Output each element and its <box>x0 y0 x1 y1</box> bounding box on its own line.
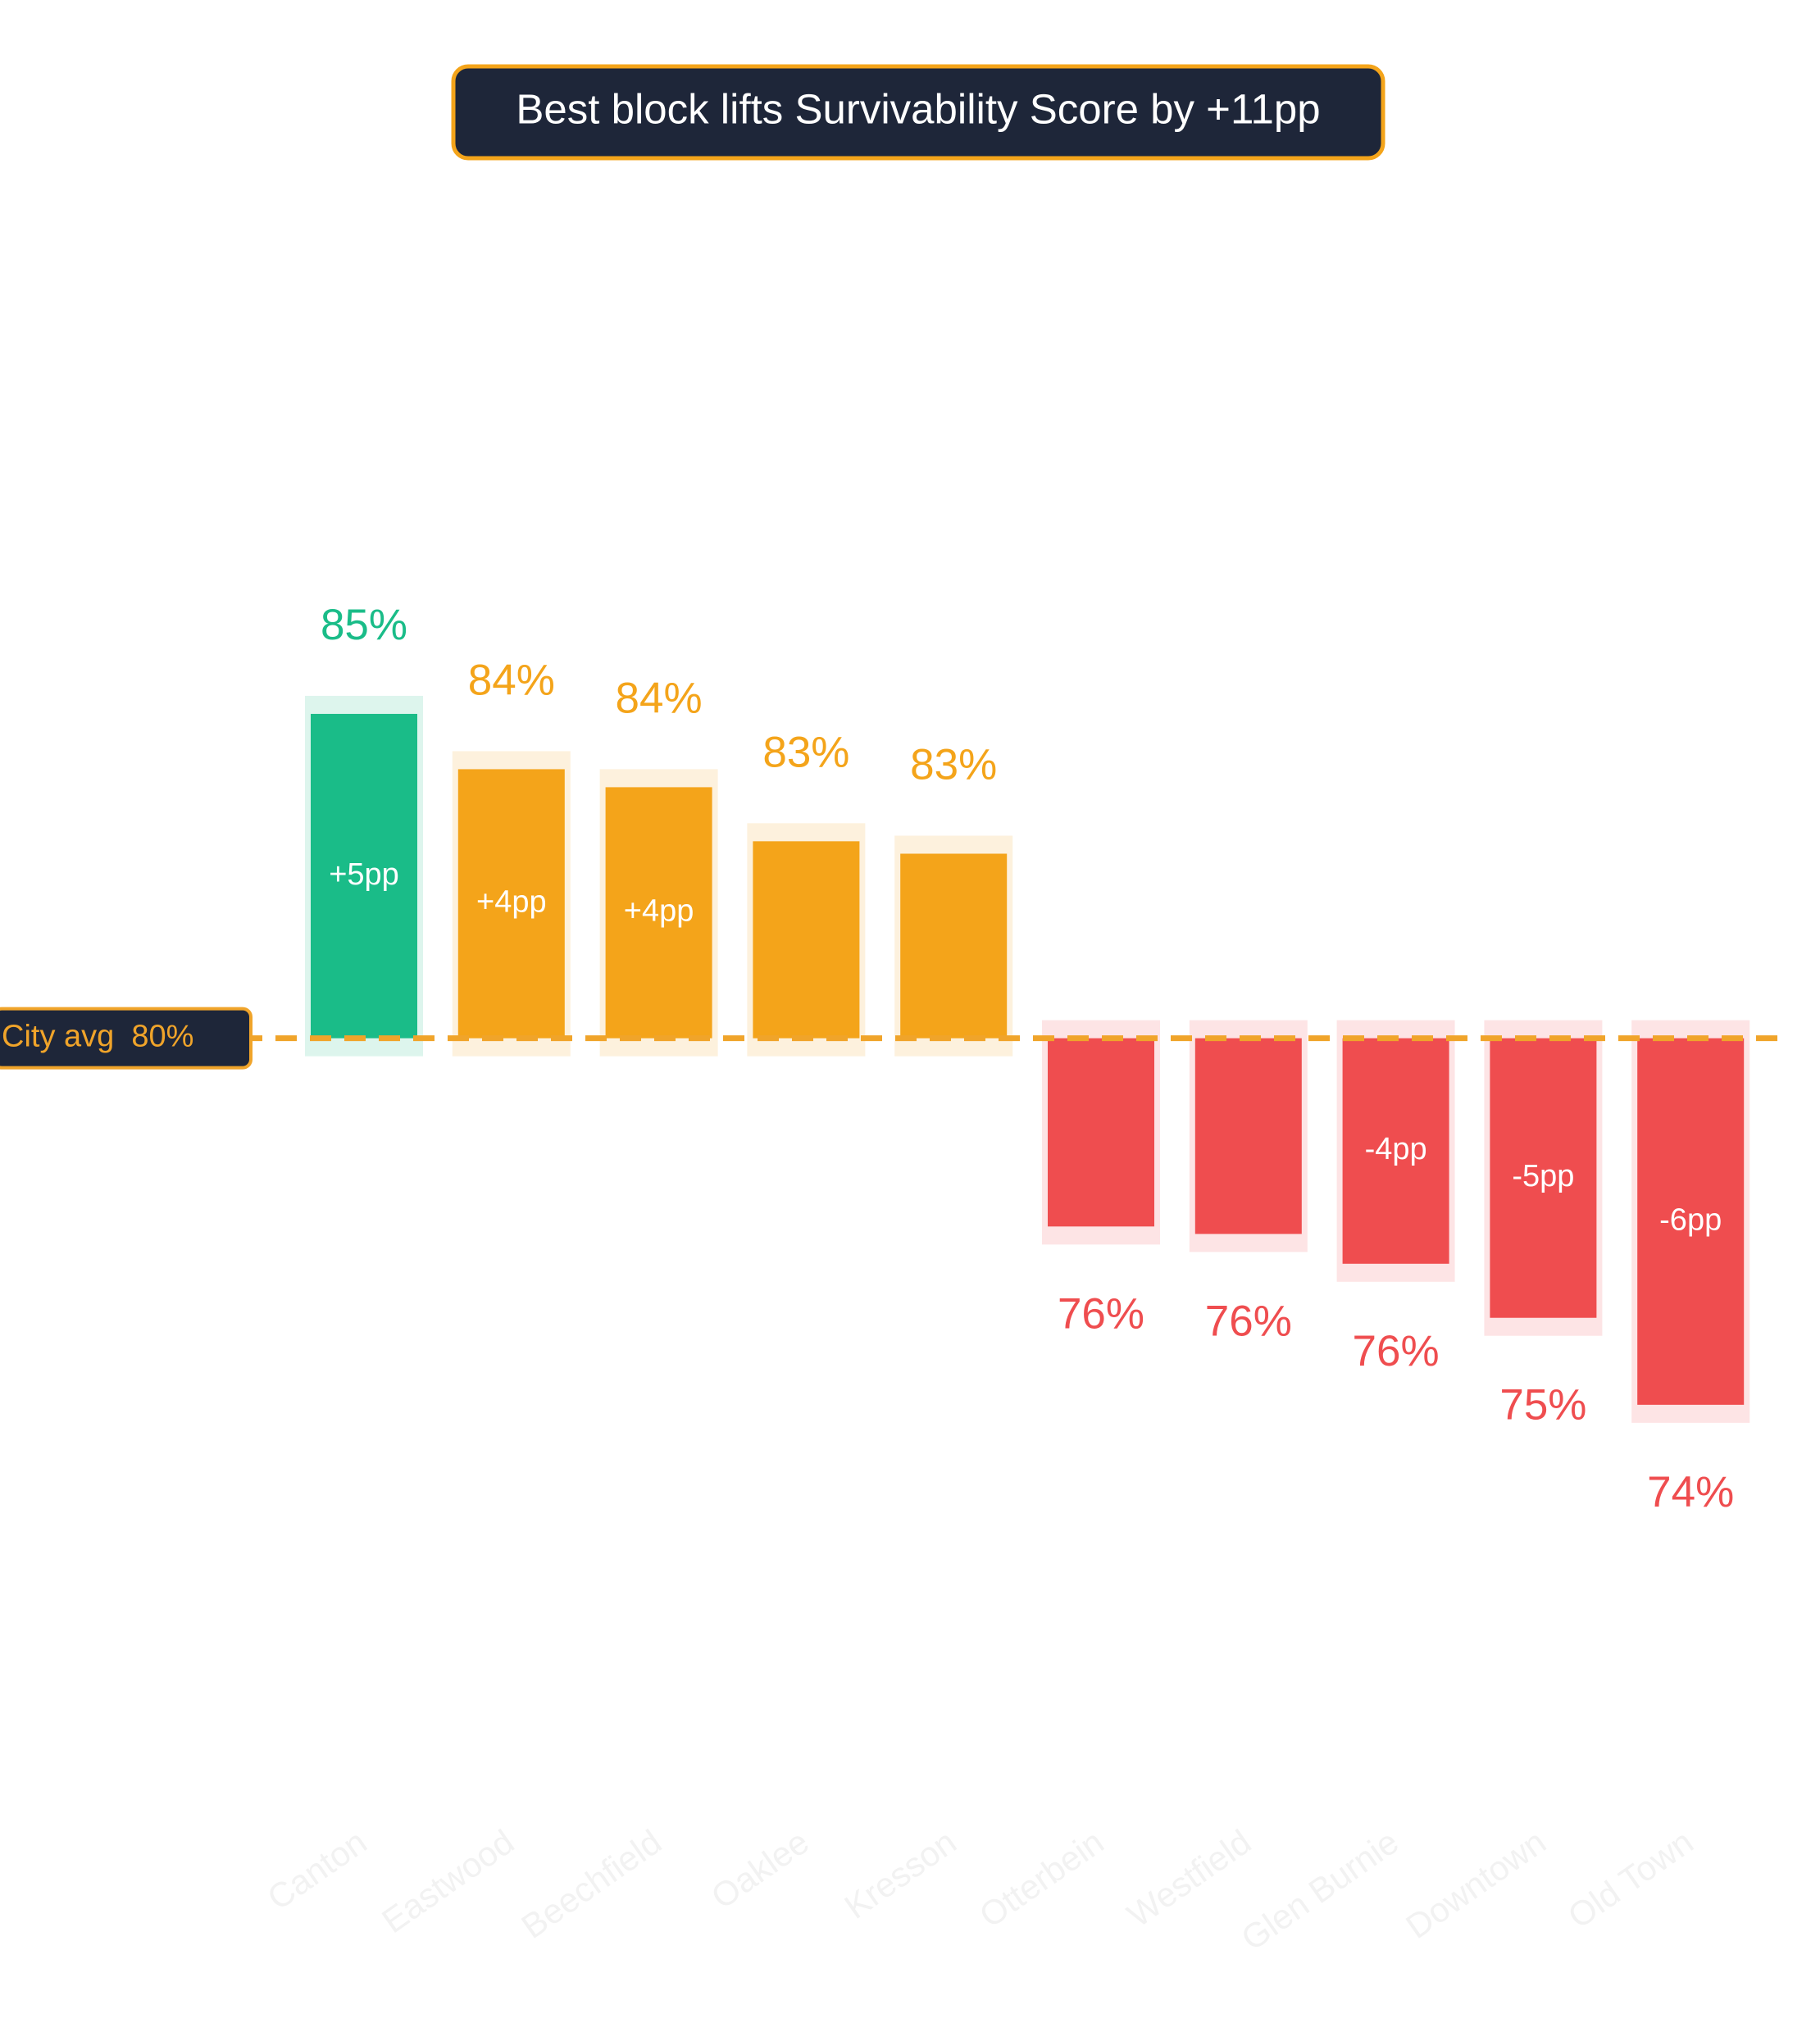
reference-label: City avg 80% <box>2 1020 193 1054</box>
x-tick-label: Kresson <box>838 1822 963 1926</box>
title-box <box>451 64 1385 161</box>
chart-title: Best block lifts Survivability Score by … <box>516 85 1320 132</box>
value-label: 74% <box>1647 1468 1734 1516</box>
x-tick-label: Old Town <box>1561 1822 1700 1935</box>
delta-label: +4pp <box>476 885 547 920</box>
delta-label: +5pp <box>329 857 399 892</box>
bar <box>311 713 417 1039</box>
x-tick-label: Canton <box>261 1822 374 1917</box>
x-tick-label: Glen Burnie <box>1234 1822 1405 1958</box>
bar <box>605 787 712 1039</box>
value-label: 83% <box>910 741 997 789</box>
value-label: 75% <box>1499 1381 1586 1430</box>
bar <box>457 769 565 1039</box>
value-label: 84% <box>468 656 555 704</box>
bar <box>900 853 1008 1039</box>
value-label: 83% <box>762 728 849 776</box>
x-tick-label: Westfield <box>1120 1822 1258 1934</box>
delta-label: -6pp <box>1659 1202 1722 1237</box>
delta-label: -4pp <box>1365 1132 1427 1166</box>
x-tick-label: Eastwood <box>375 1822 521 1940</box>
delta-label: +4pp <box>624 894 694 929</box>
x-tick-label: Downtown <box>1399 1822 1553 1946</box>
value-label: 85% <box>321 601 407 649</box>
value-label: 84% <box>616 674 703 722</box>
delta-label: -5pp <box>1512 1159 1574 1193</box>
bar <box>753 841 860 1039</box>
bar <box>1342 1038 1449 1264</box>
value-label: 76% <box>1353 1327 1440 1375</box>
bar <box>1637 1038 1745 1405</box>
bar <box>1194 1038 1302 1234</box>
bar <box>1048 1038 1154 1227</box>
reference-label-box <box>0 1007 253 1070</box>
x-tick-label: Oaklee <box>704 1822 816 1916</box>
value-label: 76% <box>1058 1289 1144 1338</box>
value-label: 76% <box>1205 1297 1292 1345</box>
x-tick-label: Beechfield <box>514 1822 668 1946</box>
x-tick-label: Otterbein <box>972 1822 1110 1935</box>
bar <box>1490 1038 1597 1318</box>
